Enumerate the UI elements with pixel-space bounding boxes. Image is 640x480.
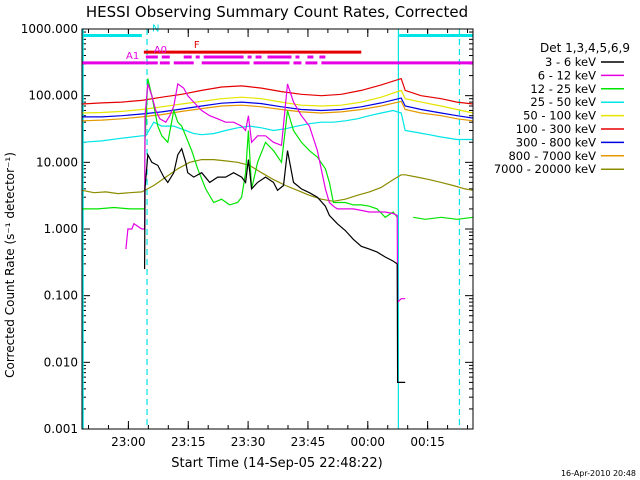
legend-label: 6 - 12 keV	[538, 68, 596, 82]
flag-label: F	[194, 40, 200, 51]
y-tick-label: 1000.000	[21, 22, 78, 36]
x-axis-label: Start Time (14-Sep-05 22:48:22)	[171, 456, 382, 471]
chart-title: HESSI Observing Summary Count Rates, Cor…	[86, 3, 468, 21]
x-tick-label: 23:45	[291, 435, 326, 449]
legend-label: 7000 - 20000 keV	[494, 162, 596, 176]
y-tick-label: 100.000	[28, 89, 78, 103]
series-line	[81, 109, 473, 143]
x-tick-label: 23:15	[171, 435, 206, 449]
flag-label: A0	[154, 45, 167, 56]
legend-header: Det 1,3,4,5,6,9	[540, 41, 630, 55]
legend-label: 3 - 6 keV	[545, 55, 596, 69]
legend-label: 100 - 300 keV	[516, 122, 596, 136]
legend-label: 300 - 800 keV	[516, 135, 596, 149]
legend-label: 25 - 50 keV	[530, 95, 596, 109]
y-tick-label: 0.010	[44, 355, 78, 369]
timestamp: 16-Apr-2010 20:48	[561, 469, 636, 478]
y-tick-label: 1.000	[44, 222, 78, 236]
y-tick-label: 0.100	[44, 289, 78, 303]
axis-ticks: 0.001 0.010 0.100 1.000 10.000 100.000 1000.00…	[21, 22, 473, 449]
series-line	[82, 97, 474, 119]
legend-label: 800 - 7000 keV	[508, 149, 596, 163]
series-line	[81, 100, 474, 122]
x-tick-label: 00:00	[350, 435, 385, 449]
series-line	[81, 77, 474, 105]
x-tick-label: 00:15	[410, 435, 445, 449]
series-line	[82, 78, 474, 220]
x-tick-label: 23:00	[111, 435, 146, 449]
legend-label: 12 - 25 keV	[530, 82, 596, 96]
series-line	[125, 82, 406, 304]
x-tick-label: 23:30	[231, 435, 266, 449]
series-line	[81, 159, 474, 202]
flag-label: A1	[126, 51, 139, 62]
y-axis-label: Corrected Count Rate (s⁻¹ detector⁻¹)	[3, 152, 17, 378]
plot-frame	[81, 28, 474, 430]
y-tick-label: 0.001	[44, 422, 78, 436]
y-tick-label: 10.000	[36, 155, 78, 169]
legend-label: 50 - 100 keV	[523, 109, 596, 123]
series-line	[144, 147, 406, 383]
series-line	[81, 89, 474, 114]
